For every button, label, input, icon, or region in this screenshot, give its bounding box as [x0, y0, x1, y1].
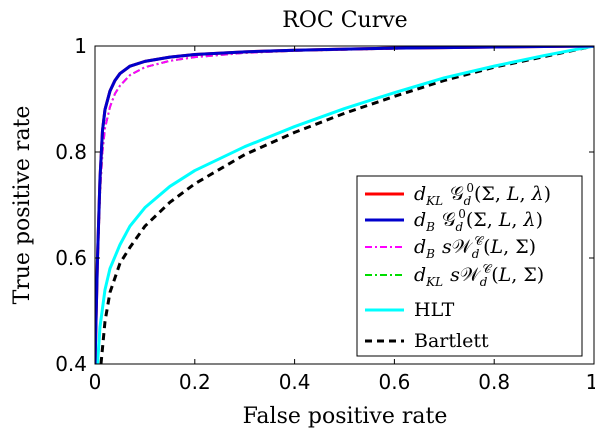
legend-label-0: dKL 𝒢d0(Σ, L, λ)	[414, 181, 551, 208]
y-tick-label: 0.8	[55, 140, 87, 164]
chart-title: ROC Curve	[282, 8, 407, 33]
legend: dKL 𝒢d0(Σ, L, λ) dB 𝒢d0(Σ, L, λ) dB s𝒲d𝒞(L,…	[356, 175, 583, 357]
x-tick-label: 0.8	[478, 370, 510, 394]
y-tick-label: 0.4	[55, 352, 87, 376]
y-tick-label: 0.6	[55, 246, 87, 270]
series-line-5	[99, 46, 595, 364]
x-tick-label: 0.6	[378, 370, 410, 394]
x-tick-label: 0.2	[179, 370, 211, 394]
series-layer	[95, 46, 595, 364]
legend-label-3: dKL s𝒲d𝒞(L, Σ)	[414, 262, 544, 289]
x-tick-label: 1	[586, 370, 595, 394]
legend-label-2: dB s𝒲d𝒞(L, Σ)	[414, 234, 536, 261]
y-axis-label: True positive rate	[10, 106, 35, 305]
x-tick-label: 0.4	[279, 370, 311, 394]
x-tick-label: 0	[89, 370, 102, 394]
ticks-layer: 0 0.2 0.4 0.6 0.8 1 0.4 0.6 0.8 1	[55, 34, 595, 394]
x-axis-label: False positive rate	[243, 404, 448, 429]
plot-frame	[94, 45, 595, 365]
legend-label-1: dB 𝒢d0(Σ, L, λ)	[414, 207, 543, 234]
series-line-1	[95, 46, 595, 364]
legend-label-4: HLT	[414, 299, 455, 321]
series-line-4	[96, 46, 595, 364]
legend-label-5: Bartlett	[414, 330, 489, 352]
legend-box	[356, 175, 583, 357]
y-tick-label: 1	[74, 34, 87, 58]
